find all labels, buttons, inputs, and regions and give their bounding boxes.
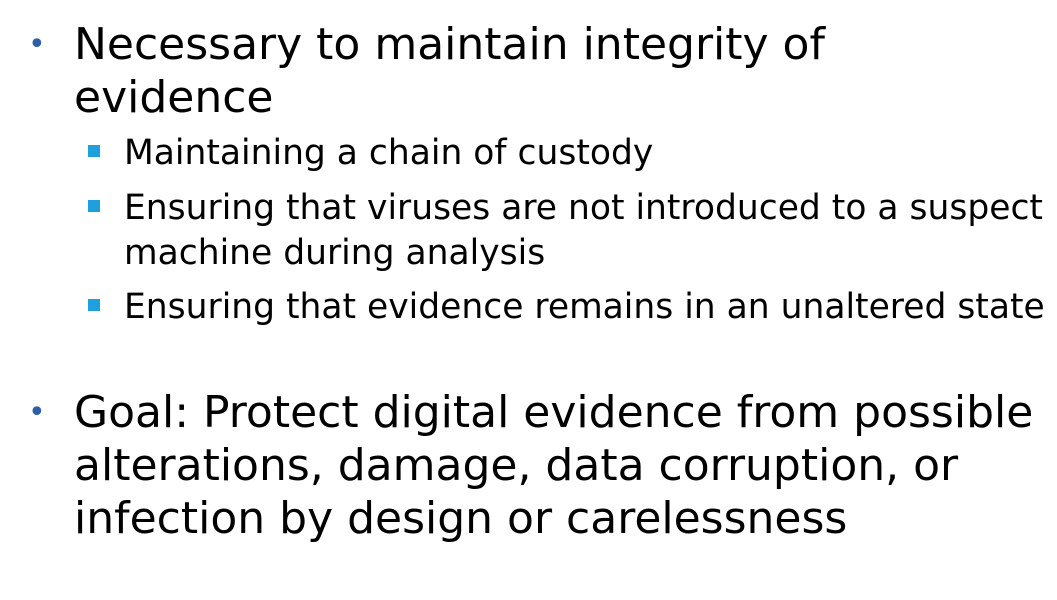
sub-bullet-text: Ensuring that evidence remains in an una…	[124, 287, 1045, 327]
sub-bullet-text: Ensuring that viruses are not introduced…	[124, 188, 1043, 273]
square-bullet-icon	[88, 299, 100, 311]
bullet-dot-icon: •	[28, 395, 46, 430]
sub-bullet-item: Maintaining a chain of custody	[88, 131, 1053, 176]
bullet-text: Goal: Protect digital evidence from poss…	[74, 387, 1034, 544]
sub-bullet-text: Maintaining a chain of custody	[124, 133, 654, 173]
bullet-text: Necessary to maintain integrity of evide…	[74, 19, 825, 123]
sub-bullet-item: Ensuring that evidence remains in an una…	[88, 285, 1053, 375]
bullet-dot-icon: •	[28, 27, 46, 62]
bullet-item: • Goal: Protect digital evidence from po…	[28, 386, 1038, 598]
square-bullet-icon	[88, 145, 100, 157]
square-bullet-icon	[88, 200, 100, 212]
sub-bullet-item: Ensuring that viruses are not introduced…	[88, 186, 1053, 276]
bullet-item: • Necessary to maintain integrity of evi…	[28, 18, 1038, 124]
